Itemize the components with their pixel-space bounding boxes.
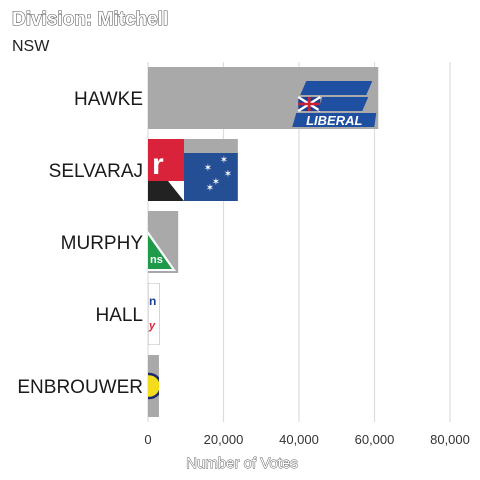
x-tick-label: 0 xyxy=(144,432,151,447)
category-label: MURPHY xyxy=(61,233,144,254)
bars xyxy=(148,67,379,417)
category-label: SELVARAJ xyxy=(49,161,143,182)
greens-logo: ns xyxy=(148,231,176,271)
x-tick-labels: 0 20,000 40,000 60,000 80,000 xyxy=(144,432,470,447)
x-axis-title: Number of Votes xyxy=(186,455,298,472)
svg-text:✶: ✶ xyxy=(220,155,228,166)
uap-logo xyxy=(148,372,159,400)
liberal-logo: LIBERAL xyxy=(292,81,377,128)
svg-text:✶: ✶ xyxy=(206,183,214,194)
svg-text:n: n xyxy=(149,294,156,308)
svg-text:✶: ✶ xyxy=(224,169,232,180)
x-tick-label: 40,000 xyxy=(279,432,319,447)
one-nation-logo: ny xyxy=(148,283,160,345)
chart-title: Division: Mitchell xyxy=(12,9,168,30)
category-label: HALL xyxy=(95,305,143,326)
x-tick-label: 80,000 xyxy=(430,432,470,447)
svg-text:LIBERAL: LIBERAL xyxy=(306,113,362,128)
x-tick-label: 60,000 xyxy=(355,432,395,447)
labor-logo: r ✶✶✶✶✶ xyxy=(148,139,238,201)
svg-text:✶: ✶ xyxy=(212,177,220,188)
x-tick-label: 20,000 xyxy=(204,432,244,447)
category-labels: HAWKE SELVARAJ MURPHY HALL ENBROUWER xyxy=(17,89,143,398)
category-label: HAWKE xyxy=(74,89,143,110)
svg-text:ns: ns xyxy=(150,254,163,266)
svg-text:r: r xyxy=(152,148,164,181)
svg-text:y: y xyxy=(148,320,156,332)
svg-text:✶: ✶ xyxy=(204,163,212,174)
category-label: ENBROUWER xyxy=(17,377,143,398)
chart-subtitle: NSW xyxy=(12,38,50,55)
